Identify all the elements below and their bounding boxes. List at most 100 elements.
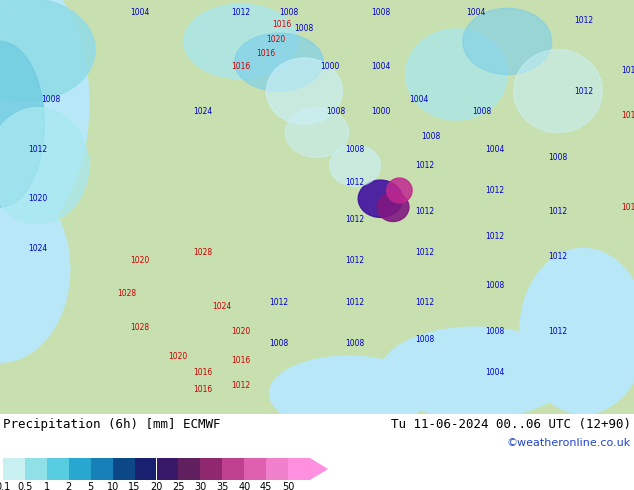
Bar xyxy=(178,458,200,480)
Text: 1012: 1012 xyxy=(574,87,593,96)
Text: 1008: 1008 xyxy=(485,327,504,336)
Text: 45: 45 xyxy=(260,482,273,490)
Text: ©weatheronline.co.uk: ©weatheronline.co.uk xyxy=(507,438,631,448)
Bar xyxy=(200,458,223,480)
Text: 1016: 1016 xyxy=(231,62,250,71)
Ellipse shape xyxy=(380,327,571,418)
Text: 25: 25 xyxy=(172,482,184,490)
Text: 1012: 1012 xyxy=(269,298,288,307)
Ellipse shape xyxy=(0,108,89,223)
Text: 1008: 1008 xyxy=(415,335,434,344)
Text: 1004: 1004 xyxy=(485,145,504,153)
Text: 1012: 1012 xyxy=(415,161,434,170)
Text: 1024: 1024 xyxy=(193,107,212,116)
Text: 1012: 1012 xyxy=(231,381,250,390)
Polygon shape xyxy=(310,458,328,480)
Text: 1: 1 xyxy=(44,482,50,490)
Bar xyxy=(223,458,244,480)
Ellipse shape xyxy=(520,248,634,414)
Bar xyxy=(266,458,288,480)
Ellipse shape xyxy=(377,193,409,221)
Text: 1008: 1008 xyxy=(346,339,365,348)
Text: 1004: 1004 xyxy=(466,8,485,17)
Bar xyxy=(91,458,113,480)
Bar xyxy=(244,458,266,480)
Text: 1008: 1008 xyxy=(346,145,365,153)
Text: 30: 30 xyxy=(194,482,207,490)
Text: 1020: 1020 xyxy=(130,256,149,266)
Text: 15: 15 xyxy=(128,482,141,490)
Bar xyxy=(25,458,47,480)
Bar xyxy=(68,458,91,480)
Text: 1008: 1008 xyxy=(327,107,346,116)
Text: 1024: 1024 xyxy=(29,244,48,253)
Text: 1008: 1008 xyxy=(548,153,567,162)
Text: 1008: 1008 xyxy=(422,132,441,141)
Text: 40: 40 xyxy=(238,482,250,490)
Bar xyxy=(47,458,68,480)
Text: 1008: 1008 xyxy=(279,8,298,17)
Text: 1016: 1016 xyxy=(257,49,276,58)
Text: 1020: 1020 xyxy=(168,352,187,361)
Bar xyxy=(3,458,25,480)
Ellipse shape xyxy=(330,145,380,186)
Bar xyxy=(134,458,157,480)
Text: 1016: 1016 xyxy=(231,356,250,365)
Text: 1012: 1012 xyxy=(29,145,48,153)
Ellipse shape xyxy=(514,49,602,132)
Ellipse shape xyxy=(358,180,403,218)
Ellipse shape xyxy=(269,356,428,431)
Ellipse shape xyxy=(266,58,342,124)
Text: 1008: 1008 xyxy=(485,281,504,290)
Text: 1004: 1004 xyxy=(485,368,504,377)
Text: Precipitation (6h) [mm] ECMWF: Precipitation (6h) [mm] ECMWF xyxy=(3,418,221,431)
Text: 1012: 1012 xyxy=(415,248,434,257)
Text: 1012: 1012 xyxy=(485,186,504,195)
Text: 1024: 1024 xyxy=(212,302,231,311)
Text: 1016: 1016 xyxy=(193,385,212,393)
Text: 1008: 1008 xyxy=(472,107,491,116)
Text: 1028: 1028 xyxy=(193,248,212,257)
Text: 1012: 1012 xyxy=(548,207,567,216)
Text: 1012: 1012 xyxy=(574,16,593,25)
Ellipse shape xyxy=(406,29,507,120)
Ellipse shape xyxy=(0,176,70,362)
Text: 1012: 1012 xyxy=(548,327,567,336)
Text: 5: 5 xyxy=(87,482,94,490)
Text: 1008: 1008 xyxy=(269,339,288,348)
Text: 1000: 1000 xyxy=(320,62,339,71)
Text: 1004: 1004 xyxy=(409,95,428,104)
Ellipse shape xyxy=(0,42,44,207)
Text: 1012: 1012 xyxy=(485,231,504,241)
Ellipse shape xyxy=(387,178,412,203)
Text: 1020: 1020 xyxy=(266,35,285,44)
Bar xyxy=(288,458,310,480)
Text: 1012: 1012 xyxy=(346,215,365,224)
Text: 1008: 1008 xyxy=(295,24,314,33)
Text: 1012: 1012 xyxy=(415,298,434,307)
Ellipse shape xyxy=(285,108,349,157)
Text: 1012: 1012 xyxy=(346,298,365,307)
Text: 1012: 1012 xyxy=(346,178,365,187)
Text: 35: 35 xyxy=(216,482,228,490)
Text: 1016: 1016 xyxy=(621,111,634,121)
Text: 1008: 1008 xyxy=(371,8,390,17)
Text: 0.1: 0.1 xyxy=(0,482,11,490)
Text: 1008: 1008 xyxy=(41,95,60,104)
Text: 20: 20 xyxy=(150,482,163,490)
Text: 10: 10 xyxy=(107,482,119,490)
Text: 1000: 1000 xyxy=(371,107,390,116)
Bar xyxy=(157,458,178,480)
Text: 1012: 1012 xyxy=(415,207,434,216)
Ellipse shape xyxy=(0,0,95,101)
Text: 1020: 1020 xyxy=(231,327,250,336)
Ellipse shape xyxy=(184,4,298,79)
Bar xyxy=(113,458,134,480)
Text: 1012: 1012 xyxy=(346,256,365,266)
Text: 1016: 1016 xyxy=(273,21,292,29)
Ellipse shape xyxy=(463,8,552,74)
Text: 1012: 1012 xyxy=(548,252,567,261)
Text: 1028: 1028 xyxy=(130,322,149,332)
Ellipse shape xyxy=(0,0,89,248)
Text: 2: 2 xyxy=(66,482,72,490)
